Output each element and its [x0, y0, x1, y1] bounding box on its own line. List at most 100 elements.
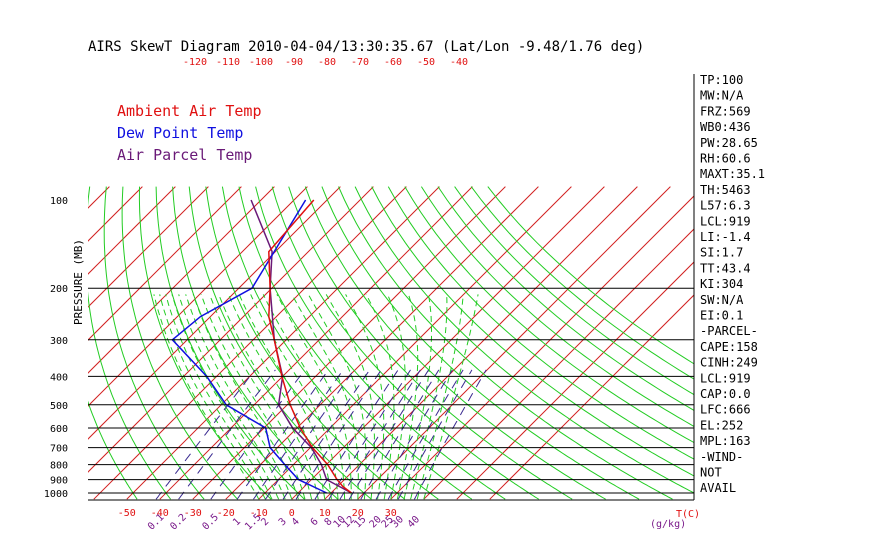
- index-label: CAPE:158: [700, 340, 758, 354]
- moist-adiabat-line: [276, 294, 352, 500]
- mixing-ratio-line: [282, 369, 371, 500]
- moist-adiabat-line: [171, 294, 280, 500]
- index-label: SI:1.7: [700, 246, 743, 260]
- moist-adiabat-line: [387, 294, 406, 500]
- moist-adiabat-line: [250, 294, 339, 500]
- isotherm-line: [291, 186, 605, 500]
- index-label: -WIND-: [700, 450, 743, 464]
- dry-adiabat-line: [487, 186, 694, 365]
- bottom-temp-tick-label: 30: [385, 508, 397, 519]
- index-label: EI:0.1: [700, 309, 743, 323]
- dry-adiabat-line: [304, 186, 606, 500]
- isotherm-line: [88, 186, 341, 440]
- mixing-ratio-line: [265, 369, 355, 500]
- dry-adiabat-line: [387, 186, 694, 460]
- isotherm-line: [225, 186, 539, 500]
- dry-adiabat-line: [188, 186, 372, 500]
- pressure-tick-label: 100: [50, 196, 68, 207]
- dry-adiabat-line: [271, 186, 539, 500]
- index-label: WB0:436: [700, 120, 751, 134]
- index-label: CINH:249: [700, 356, 758, 370]
- air-parcel-temp-line: [250, 199, 352, 494]
- isotherm-line: [88, 186, 308, 407]
- mixing-ratio-tick-label: 3: [277, 516, 289, 528]
- pressure-tick-label: 300: [50, 336, 68, 347]
- mixing-ratio-line: [348, 369, 430, 500]
- isotherm-line: [88, 186, 374, 473]
- mixing-ratio-line: [295, 369, 382, 500]
- isotherm-line: [88, 186, 209, 308]
- moist-adiabat-line: [403, 294, 432, 500]
- index-label: FRZ:569: [700, 104, 751, 118]
- isotherm-line: [390, 195, 694, 500]
- pressure-tick-label: 400: [50, 372, 68, 383]
- legend-entry-ambient-air-temp: Ambient Air Temp: [117, 102, 262, 120]
- bottom-temp-tick-label: -40: [151, 508, 169, 519]
- index-label: EL:252: [700, 418, 743, 432]
- moist-adiabat-line: [238, 294, 332, 500]
- index-label: MAXT:35.1: [700, 167, 765, 181]
- moist-adiabat-line: [165, 294, 273, 500]
- mixing-ratio-line: [178, 369, 276, 500]
- pressure-tick-label: 500: [50, 401, 68, 412]
- bottom-temp-tick-label: -20: [217, 508, 235, 519]
- top-temp-tick-label: -80: [318, 57, 336, 68]
- moist-adiabat-line: [200, 294, 306, 500]
- index-label: -PARCEL-: [700, 324, 758, 338]
- dry-adiabat-line: [238, 186, 473, 500]
- pressure-tick-label: 200: [50, 284, 68, 295]
- index-label: NOT: [700, 466, 722, 480]
- dry-adiabat-line: [404, 186, 694, 444]
- y-axis-label: PRESSURE (MB): [72, 239, 85, 325]
- bottom-temp-tick-label: -30: [184, 508, 202, 519]
- bottom-temp-tick-label: 20: [352, 508, 364, 519]
- mixing-ratio-line: [253, 369, 344, 500]
- mixing-ratio-line: [210, 369, 306, 500]
- isotherm-line: [159, 186, 473, 500]
- isotherm-line: [489, 294, 694, 500]
- mixing-ratio-unit-label: (g/kg): [650, 519, 686, 530]
- dry-adiabat-line: [470, 186, 694, 380]
- moist-adiabat-line: [159, 294, 266, 500]
- legend: Ambient Air Temp Dew Point Temp Air Parc…: [117, 102, 262, 164]
- mixing-ratio-line: [387, 369, 464, 500]
- mixing-ratio-line: [314, 369, 399, 500]
- isotherm-line: [88, 186, 176, 275]
- top-temp-tick-label: -60: [384, 57, 402, 68]
- index-label: TH:5463: [700, 183, 751, 197]
- top-temp-tick-label: -70: [351, 57, 369, 68]
- index-label: TP:100: [700, 73, 743, 87]
- mixing-ratio-line: [155, 369, 256, 500]
- isotherm-line: [88, 186, 242, 341]
- index-label: LCL:919: [700, 214, 751, 228]
- dry-adiabat-line: [371, 186, 694, 477]
- index-label: LFC:666: [700, 403, 751, 417]
- isotherm-line: [88, 186, 143, 242]
- isotherm-line: [357, 186, 671, 500]
- dry-adiabat-line: [121, 186, 238, 500]
- moist-adiabat-line: [365, 294, 395, 500]
- moist-adiabat-line: [228, 294, 326, 500]
- top-temp-tick-label: -40: [450, 57, 468, 68]
- top-temp-tick-label: -50: [417, 57, 435, 68]
- mixing-ratio-line: [397, 369, 473, 500]
- pressure-tick-label: 900: [50, 476, 68, 487]
- top-temp-tick-label: -120: [183, 57, 207, 68]
- index-label: LI:-1.4: [700, 230, 751, 244]
- dry-adiabat-line: [338, 186, 673, 500]
- index-label: LCL:919: [700, 371, 751, 385]
- pressure-tick-label: 1000: [44, 489, 68, 500]
- dry-adiabat-line: [138, 186, 272, 500]
- moist-adiabat-line: [396, 294, 419, 500]
- dry-adiabat-line: [321, 186, 640, 500]
- index-label: RH:60.6: [700, 152, 751, 166]
- moist-adiabat-line: [410, 294, 448, 500]
- moist-adiabat-line: [178, 294, 286, 500]
- mixing-ratio-line: [360, 369, 440, 500]
- isotherm-line: [93, 186, 407, 500]
- moist-adiabat-line: [325, 294, 375, 500]
- chart-title: AIRS SkewT Diagram 2010-04-04/13:30:35.6…: [88, 39, 644, 55]
- moist-adiabat-line: [345, 294, 385, 500]
- dry-adiabat-line: [420, 186, 694, 427]
- isotherm-line: [192, 186, 506, 500]
